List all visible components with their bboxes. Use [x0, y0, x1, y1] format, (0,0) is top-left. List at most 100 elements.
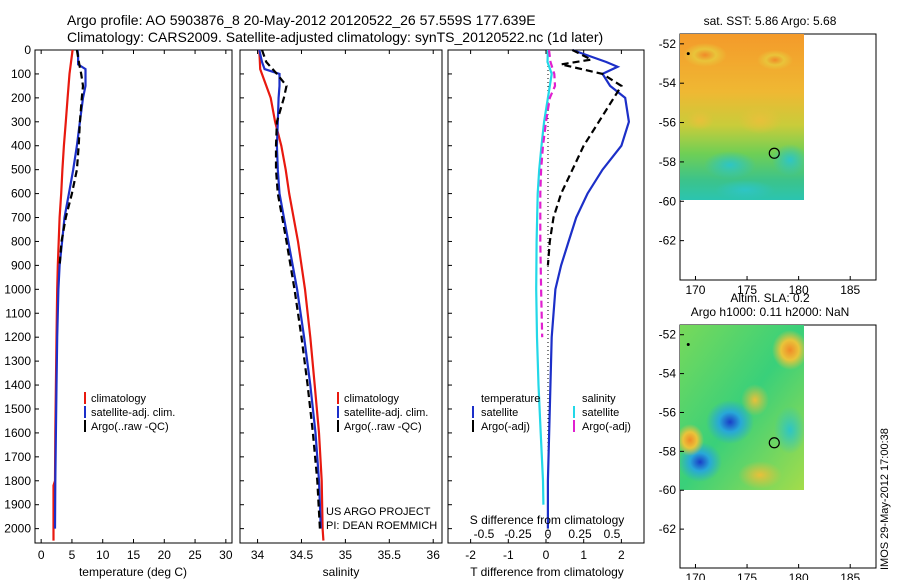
- series-line-climatology: [258, 49, 325, 541]
- sst-field: [680, 34, 804, 200]
- y-tick-label: 1900: [4, 498, 31, 512]
- y-tick-label: 700: [11, 211, 31, 225]
- header-line-1: Argo profile: AO 5903876_8 20-May-2012 2…: [67, 12, 536, 28]
- sla-map-marks: [686, 342, 780, 449]
- header-line-2: Climatology: CARS2009. Satellite-adjuste…: [67, 29, 603, 45]
- legend-title-temperature: temperature: [481, 393, 540, 405]
- salinity-series: [240, 49, 325, 541]
- map-y-tick-label: -54: [659, 367, 677, 381]
- legend-label-argo: Argo(..raw -QC): [91, 421, 169, 433]
- difference-x-label: T difference from climatology: [470, 565, 624, 579]
- argo-position-marker: [768, 437, 780, 449]
- sla-map-title: Altim. SLA: 0.2: [730, 291, 810, 305]
- x-tick-label: 0: [543, 548, 550, 562]
- x-tick-label: 15: [127, 548, 141, 562]
- credit-pi: PI: DEAN ROEMMICH: [326, 520, 437, 532]
- map-y-tick-label: -58: [659, 155, 677, 169]
- map-x-tick-label: 180: [789, 283, 809, 297]
- y-tick-label: 1200: [4, 330, 31, 344]
- y-tick-label: 1500: [4, 402, 31, 416]
- map-x-tick-label: 185: [840, 571, 860, 580]
- temperature-x-axis: 0 5 10 15 20 25 30: [38, 50, 233, 562]
- map-y-tick-label: -60: [659, 194, 677, 208]
- x-tick-label: 10: [96, 548, 110, 562]
- temperature-profile-panel: 0100200300400500600700800900100011001200…: [4, 43, 233, 579]
- legend-label-t-satellite: satellite: [481, 407, 518, 419]
- argo-position-marker: [768, 147, 780, 159]
- difference-s-ticks: -0.5 -0.25 0 0.25 0.5: [474, 527, 621, 541]
- x-tick-label: -2: [465, 548, 476, 562]
- legend-title-salinity: salinity: [582, 393, 616, 405]
- salinity-x-label: salinity: [323, 565, 360, 579]
- y-tick-label: 1000: [4, 282, 31, 296]
- x-tick-label: 35.5: [378, 548, 402, 562]
- y-tick-label: 300: [11, 115, 31, 129]
- track-start-marker: [686, 52, 690, 56]
- series-line-argo-raw-qc-: [260, 49, 321, 529]
- imos-timestamp: IMOS 29-May-2012 17:00:38: [879, 428, 891, 570]
- map-y-tick-label: -52: [659, 328, 677, 342]
- legend-label-satellite: satellite-adj. clim.: [91, 407, 175, 419]
- y-tick-label: 900: [11, 258, 31, 272]
- map-x-tick-label: 175: [737, 571, 757, 580]
- map-x-tick-label: 170: [685, 571, 705, 580]
- y-tick-label: 200: [11, 91, 31, 105]
- s-tick-label: -0.25: [504, 527, 532, 541]
- s-tick-label: 0.25: [568, 527, 592, 541]
- salinity-x-axis: 34 34.5 35 35.5 36: [251, 50, 440, 562]
- map-x-tick-label: 185: [840, 283, 860, 297]
- map-y-tick-label: -54: [659, 76, 677, 90]
- x-tick-label: 1: [580, 548, 587, 562]
- sla-map-x-axis: 170 175 180 185: [685, 564, 861, 580]
- sst-map-panel: sat. SST: 5.86 Argo: 5.68 170 175 180 185 -…: [659, 14, 877, 297]
- map-y-tick-label: -62: [659, 234, 677, 248]
- map-y-tick-label: -60: [659, 483, 677, 497]
- map-y-tick-label: -62: [659, 522, 677, 536]
- s-tick-label: -0.5: [474, 527, 495, 541]
- x-tick-label: 2: [618, 548, 625, 562]
- x-tick-label: 25: [188, 548, 202, 562]
- temperature-legend: climatology satellite-adj. clim. Argo(..…: [84, 392, 175, 433]
- series-line-salinity-satellite: [535, 49, 553, 505]
- x-tick-label: -1: [503, 548, 514, 562]
- y-tick-label: 100: [11, 67, 31, 81]
- x-tick-label: 34.5: [290, 548, 314, 562]
- y-tick-label: 1300: [4, 354, 31, 368]
- series-line-satellite-adj-clim-: [53, 49, 87, 529]
- sst-map-title: sat. SST: 5.86 Argo: 5.68: [704, 14, 837, 28]
- difference-series: [448, 48, 631, 530]
- legend-label-argo: Argo(..raw -QC): [344, 421, 422, 433]
- map-y-tick-label: -56: [659, 405, 677, 419]
- sst-map-x-axis: 170 175 180 185: [685, 276, 861, 297]
- legend-label-climatology: climatology: [344, 393, 400, 405]
- map-x-tick-label: 170: [685, 283, 705, 297]
- legend-label-s-satellite: satellite: [582, 407, 619, 419]
- sla-map-y-axis: -52 -54 -56 -58 -60 -62: [659, 328, 684, 536]
- y-tick-label: 1600: [4, 426, 31, 440]
- series-line-temperature-argo-adj-: [546, 49, 623, 266]
- x-tick-label: 30: [219, 548, 233, 562]
- y-tick-label: 400: [11, 139, 31, 153]
- y-tick-label: 1700: [4, 450, 31, 464]
- depth-axis: 0 100 200 300 400 500 600 700 800 900 1000 1100 1200…: [4, 43, 39, 536]
- track-start-marker: [686, 342, 690, 346]
- sla-map-subtitle: Argo h1000: 0.11 h2000: NaN: [691, 305, 850, 319]
- x-tick-label: 0: [38, 548, 45, 562]
- s-tick-label: 0.5: [604, 527, 621, 541]
- y-tick-label: 1100: [5, 306, 31, 320]
- map-y-tick-label: -58: [659, 444, 677, 458]
- salinity-profile-panel: 34 34.5 35 35.5 36 salinity climatology sate…: [239, 49, 443, 579]
- series-line-salinity-argo-adj-: [539, 49, 557, 338]
- legend-label-satellite: satellite-adj. clim.: [344, 407, 428, 419]
- series-line-argo-raw-qc-: [58, 49, 85, 266]
- legend-label-s-argo: Argo(-adj): [582, 421, 631, 433]
- credit-project: US ARGO PROJECT: [326, 506, 431, 518]
- sst-map-marks: [686, 52, 780, 159]
- temperature-series: [52, 49, 87, 541]
- temperature-x-label: temperature (deg C): [79, 565, 187, 579]
- map-x-tick-label: 175: [737, 283, 757, 297]
- y-tick-label: 500: [11, 163, 31, 177]
- difference-axes-frame: [447, 49, 645, 544]
- y-tick-label: 1800: [4, 474, 31, 488]
